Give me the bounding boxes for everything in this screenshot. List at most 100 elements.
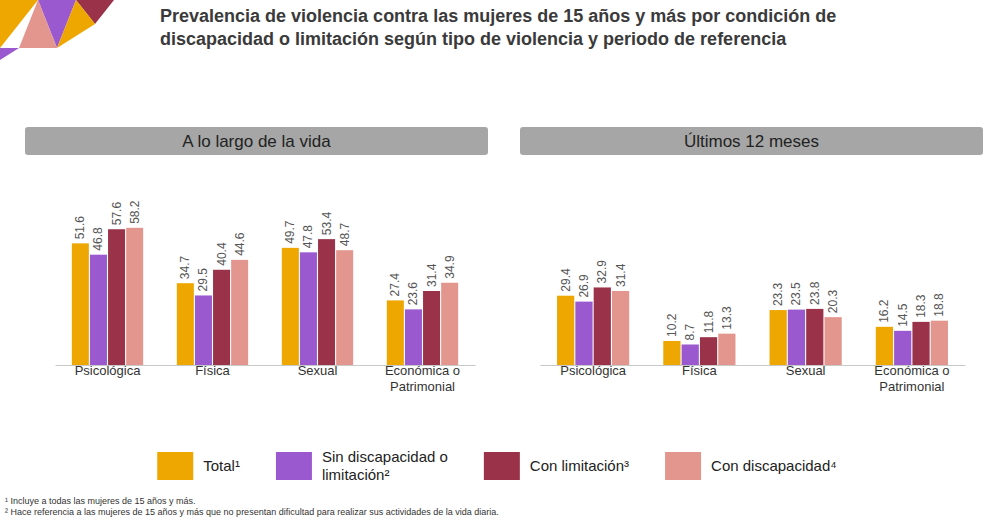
bar bbox=[300, 252, 317, 365]
x-tick: Económica oPatrimonial bbox=[385, 363, 460, 394]
bar bbox=[557, 296, 574, 365]
bar bbox=[612, 291, 629, 365]
panel: A lo largo de la vida51.634.749.727.446.… bbox=[25, 127, 488, 394]
bar bbox=[824, 317, 841, 365]
decoration-shape bbox=[19, 0, 57, 48]
bars bbox=[72, 228, 458, 365]
x-tick: Psicológica bbox=[560, 363, 627, 378]
bar bbox=[405, 309, 422, 365]
x-tick-label: Física bbox=[195, 363, 230, 378]
bar bbox=[682, 344, 699, 365]
bar bbox=[788, 310, 805, 365]
legend-item: Con discapacidad⁴ bbox=[665, 452, 837, 480]
x-tick: Sexual bbox=[298, 363, 338, 378]
x-tick: Física bbox=[195, 363, 230, 378]
bar bbox=[336, 250, 353, 365]
data-label: 31.4 bbox=[614, 263, 628, 287]
legend-item: Con limitación³ bbox=[484, 452, 629, 480]
legend-label: Total¹ bbox=[203, 457, 240, 474]
bar bbox=[126, 228, 143, 365]
x-tick-label: Psicológica bbox=[75, 363, 142, 378]
data-labels: 51.634.749.727.446.829.547.823.657.640.4… bbox=[73, 200, 456, 305]
panel-title: A lo largo de la vida bbox=[182, 132, 331, 151]
chart-svg: Prevalencia de violencia contra las muje… bbox=[0, 0, 994, 525]
legend-label: Con limitación³ bbox=[530, 457, 629, 474]
x-tick-label: Psicológica bbox=[560, 363, 627, 378]
data-label: 46.8 bbox=[91, 227, 105, 251]
bar bbox=[282, 248, 299, 365]
data-label: 26.9 bbox=[577, 274, 591, 298]
x-tick-label: Sexual bbox=[298, 363, 338, 378]
data-label: 13.3 bbox=[720, 306, 734, 330]
data-label: 51.6 bbox=[73, 216, 87, 240]
bar bbox=[663, 341, 680, 365]
data-label: 57.6 bbox=[110, 202, 124, 226]
data-label: 47.8 bbox=[301, 225, 315, 249]
bar bbox=[700, 337, 717, 365]
bar bbox=[770, 310, 787, 365]
x-tick-label: Económica oPatrimonial bbox=[385, 363, 460, 394]
legend-swatch bbox=[276, 452, 312, 480]
data-label: 49.7 bbox=[283, 220, 297, 244]
x-axis: PsicológicaFísicaSexualEconómica oPatrim… bbox=[541, 363, 966, 394]
footnote: ¹ Incluye a todas las mujeres de 15 años… bbox=[5, 496, 196, 506]
bar bbox=[912, 322, 929, 365]
bar bbox=[441, 283, 458, 365]
legend-label: Con discapacidad⁴ bbox=[711, 457, 837, 474]
data-label: 10.2 bbox=[665, 313, 679, 337]
chart-root: Prevalencia de violencia contra las muje… bbox=[0, 0, 994, 525]
data-label: 53.4 bbox=[320, 211, 334, 235]
data-labels: 29.410.223.316.226.98.723.514.532.911.82… bbox=[559, 260, 947, 341]
x-tick: Sexual bbox=[786, 363, 826, 378]
data-label: 48.7 bbox=[338, 223, 352, 247]
bar bbox=[231, 260, 248, 365]
bar bbox=[108, 229, 125, 365]
data-label: 23.3 bbox=[771, 282, 785, 306]
bar bbox=[90, 255, 107, 365]
data-label: 27.4 bbox=[388, 273, 402, 297]
title: Prevalencia de violencia contra las muje… bbox=[160, 6, 836, 49]
data-label: 23.6 bbox=[406, 282, 420, 306]
bar bbox=[72, 243, 89, 365]
x-tick-label: Física bbox=[682, 363, 717, 378]
bar bbox=[387, 300, 404, 365]
bars bbox=[557, 287, 948, 365]
legend-swatch bbox=[484, 452, 520, 480]
data-label: 20.3 bbox=[826, 289, 840, 313]
data-label: 29.4 bbox=[559, 268, 573, 292]
legend-item: Sin discapacidad olimitación² bbox=[276, 448, 448, 483]
bar bbox=[177, 283, 194, 365]
x-tick-label: Sexual bbox=[786, 363, 826, 378]
bar bbox=[594, 287, 611, 365]
x-tick: Física bbox=[682, 363, 717, 378]
data-label: 29.5 bbox=[196, 268, 210, 292]
data-label: 18.8 bbox=[932, 293, 946, 317]
data-label: 16.2 bbox=[877, 299, 891, 323]
legend-label: Sin discapacidad olimitación² bbox=[322, 448, 448, 483]
panel-header-box bbox=[520, 127, 983, 155]
bar bbox=[195, 295, 212, 365]
bar bbox=[318, 239, 335, 365]
data-label: 23.5 bbox=[789, 282, 803, 306]
data-label: 44.6 bbox=[233, 232, 247, 256]
decoration bbox=[0, 0, 114, 60]
legend-swatch bbox=[665, 452, 701, 480]
bar bbox=[931, 321, 948, 365]
bar bbox=[718, 334, 735, 365]
panel-title: Últimos 12 meses bbox=[684, 132, 819, 151]
footnote: ² Hace referencia a las mujeres de 15 añ… bbox=[5, 507, 499, 517]
x-tick: Psicológica bbox=[75, 363, 142, 378]
data-label: 8.7 bbox=[683, 323, 697, 340]
x-axis: Psicológica Física Sexual Económica oPatrim… bbox=[56, 363, 476, 394]
data-label: 40.4 bbox=[215, 242, 229, 266]
legend: Total¹ Sin discapacidad olimitación² Con l… bbox=[157, 448, 837, 483]
data-label: 32.9 bbox=[595, 260, 609, 284]
legend-item: Total¹ bbox=[157, 452, 240, 480]
footnotes: ¹ Incluye a todas las mujeres de 15 años… bbox=[5, 496, 499, 517]
data-label: 34.9 bbox=[443, 255, 457, 279]
decoration-shape bbox=[57, 0, 95, 48]
data-label: 23.8 bbox=[808, 281, 822, 305]
data-label: 31.4 bbox=[425, 263, 439, 287]
data-label: 58.2 bbox=[128, 200, 142, 224]
bar bbox=[213, 270, 230, 365]
